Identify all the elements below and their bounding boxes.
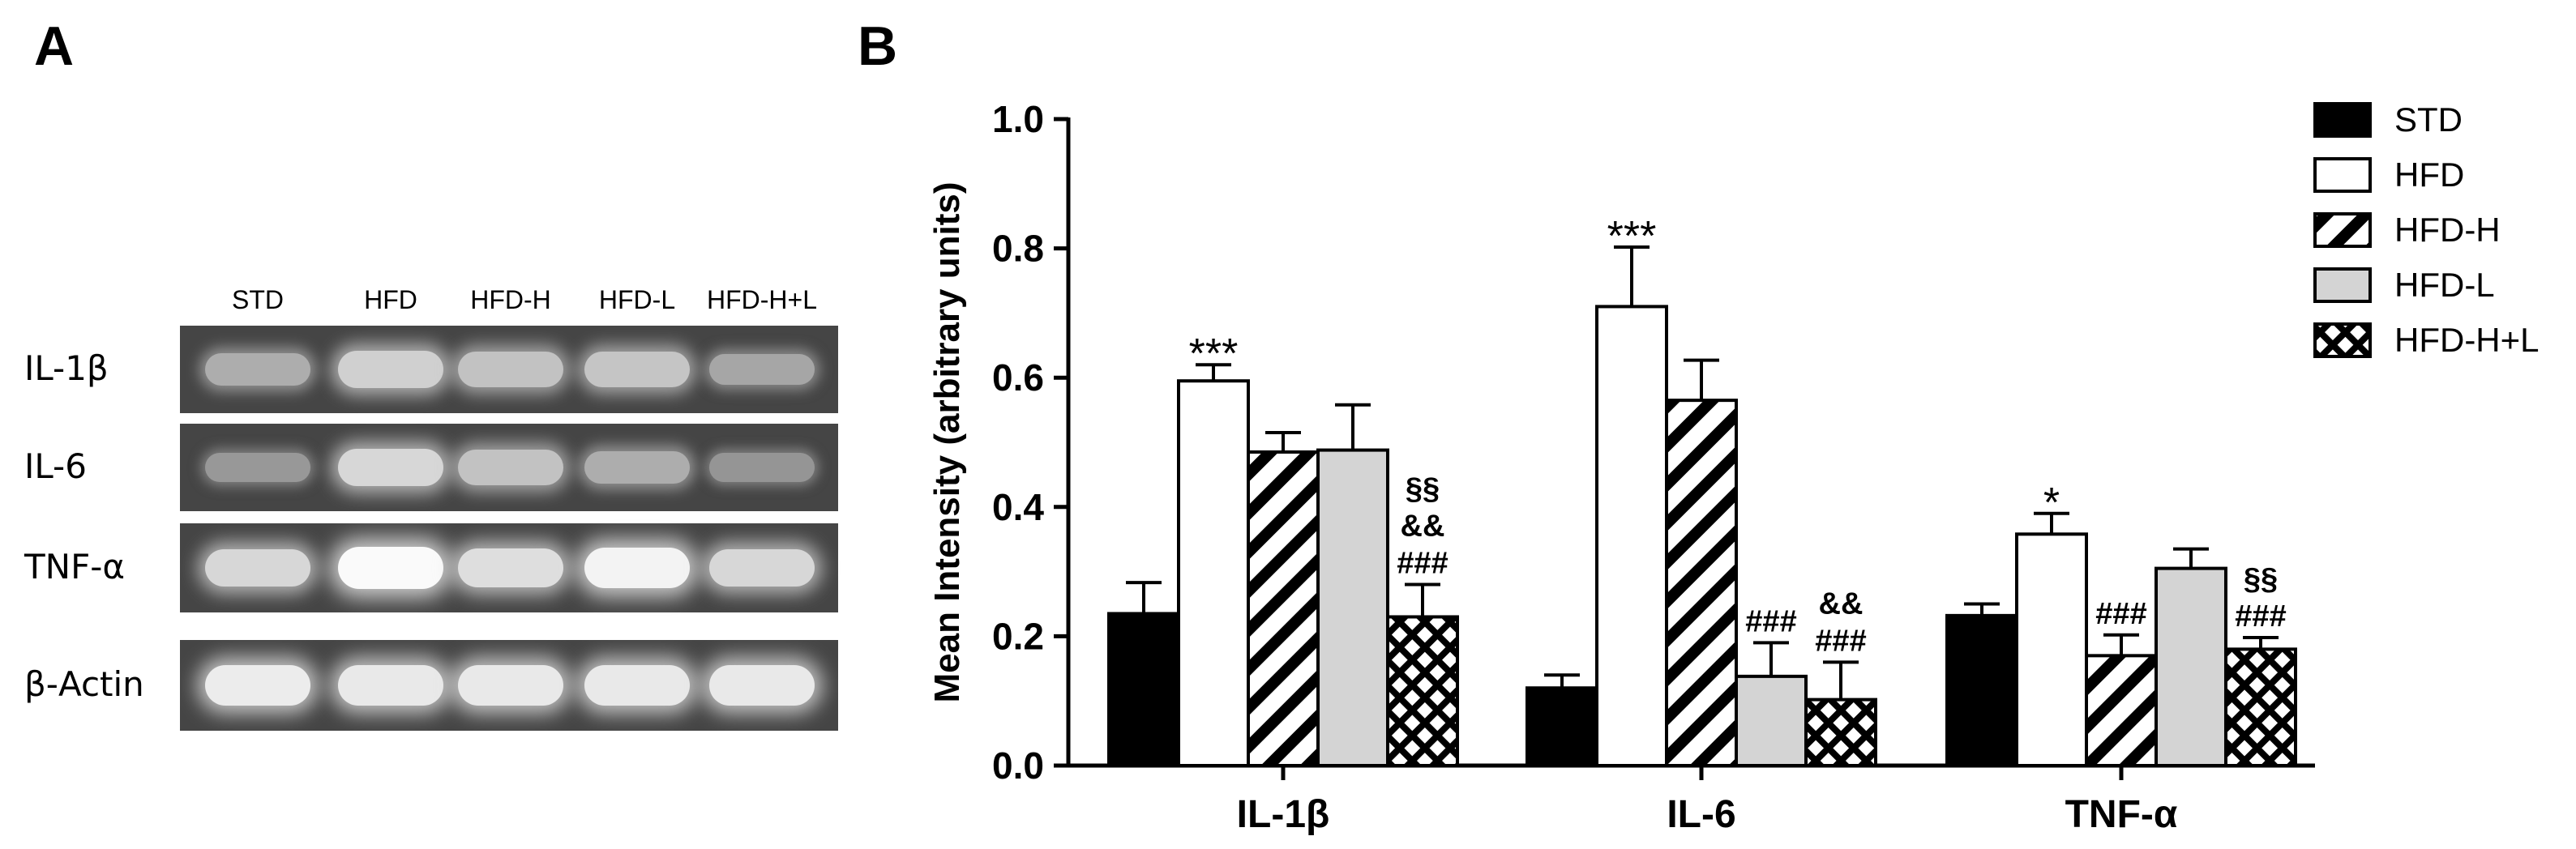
gel-band xyxy=(709,548,815,587)
x-tick-label: IL-1β xyxy=(1237,793,1330,836)
y-tick-label: 0.6 xyxy=(992,356,1044,399)
gel-row-label: IL-6 xyxy=(24,446,87,486)
bar xyxy=(1386,615,1459,768)
gel-band xyxy=(458,665,563,706)
gel-band xyxy=(205,548,310,587)
y-tick-label: 0.4 xyxy=(992,486,1044,528)
gel-row-label: TNF-α xyxy=(24,547,126,587)
significance-label: §§ xyxy=(2244,562,2278,596)
significance-label: *** xyxy=(1189,331,1239,378)
y-tick-label: 0.2 xyxy=(992,615,1044,657)
significance-label: && xyxy=(1401,510,1445,544)
panel-a-letter: A xyxy=(34,15,75,77)
gel-strip xyxy=(180,523,838,612)
gel-band xyxy=(709,452,815,483)
legend-label: STD xyxy=(2394,100,2463,139)
gel-band xyxy=(338,547,443,589)
bar xyxy=(2015,532,2088,767)
gel-lane-label: HFD-H+L xyxy=(706,285,817,314)
legend-swatch xyxy=(2313,157,2372,193)
gel-strip xyxy=(180,326,838,413)
legend-label: HFD-L xyxy=(2394,266,2495,304)
legend-label: HFD xyxy=(2394,156,2464,194)
significance-label: ### xyxy=(1815,624,1866,658)
bar xyxy=(1316,448,1389,767)
gel-band xyxy=(338,448,443,487)
significance-label: ### xyxy=(1397,547,1448,581)
gel-row-label: β-Actin xyxy=(24,664,144,704)
gel-band xyxy=(584,665,690,706)
bar xyxy=(2085,654,2158,768)
gel-band xyxy=(584,451,690,484)
bar xyxy=(1665,399,1738,767)
bar xyxy=(1595,305,1668,768)
y-tick-label: 1.0 xyxy=(992,98,1044,140)
significance-label: ### xyxy=(1745,604,1796,638)
gel-band xyxy=(709,353,815,386)
legend-swatch xyxy=(2313,322,2372,358)
bar xyxy=(1247,450,1320,767)
gel-band xyxy=(205,452,310,483)
legend-label: HFD-H xyxy=(2394,211,2501,249)
gel-band xyxy=(584,547,690,589)
bar xyxy=(1945,613,2018,768)
gel-lane-label: HFD-H xyxy=(470,285,551,314)
panel-b-letter: B xyxy=(858,15,898,77)
x-tick-label: IL-6 xyxy=(1667,793,1735,836)
gel-band xyxy=(338,351,443,388)
bar xyxy=(1804,698,1877,767)
gel-strip xyxy=(180,640,838,731)
gel-band xyxy=(584,352,690,387)
gel-lane-label: HFD xyxy=(364,285,417,314)
legend-swatch xyxy=(2313,102,2372,138)
gel-band xyxy=(338,665,443,706)
x-tick-label: TNF-α xyxy=(2065,793,2178,836)
y-tick-label: 0.8 xyxy=(992,228,1044,270)
y-axis-label: Mean Intensity (arbitrary units) xyxy=(927,181,967,702)
significance-label: ### xyxy=(2235,599,2286,634)
significance-label: && xyxy=(1819,587,1864,621)
bar xyxy=(1735,674,1808,767)
bar xyxy=(1525,686,1598,767)
gel-band xyxy=(709,665,815,706)
significance-label: §§ xyxy=(1406,472,1440,506)
significance-label: *** xyxy=(1607,213,1657,260)
gel-band xyxy=(458,548,563,587)
y-tick-label: 0.0 xyxy=(992,744,1044,787)
legend-swatch xyxy=(2313,212,2372,248)
gel-lane-label: HFD-L xyxy=(598,285,676,314)
legend-label: HFD-H+L xyxy=(2394,321,2540,359)
gel-lane-label: STD xyxy=(232,285,284,314)
bar xyxy=(1177,379,1250,767)
bar xyxy=(1107,612,1180,767)
gel-band xyxy=(205,665,310,706)
gel-band xyxy=(205,353,310,386)
significance-label: * xyxy=(2043,480,2060,527)
gel-band xyxy=(458,450,563,485)
gel-strip xyxy=(180,424,838,511)
legend-swatch xyxy=(2313,267,2372,303)
gel-band xyxy=(458,352,563,387)
gel-row-label: IL-1β xyxy=(24,348,109,388)
bar xyxy=(2224,647,2297,767)
bar xyxy=(2155,566,2227,767)
significance-label: ### xyxy=(2095,597,2146,631)
